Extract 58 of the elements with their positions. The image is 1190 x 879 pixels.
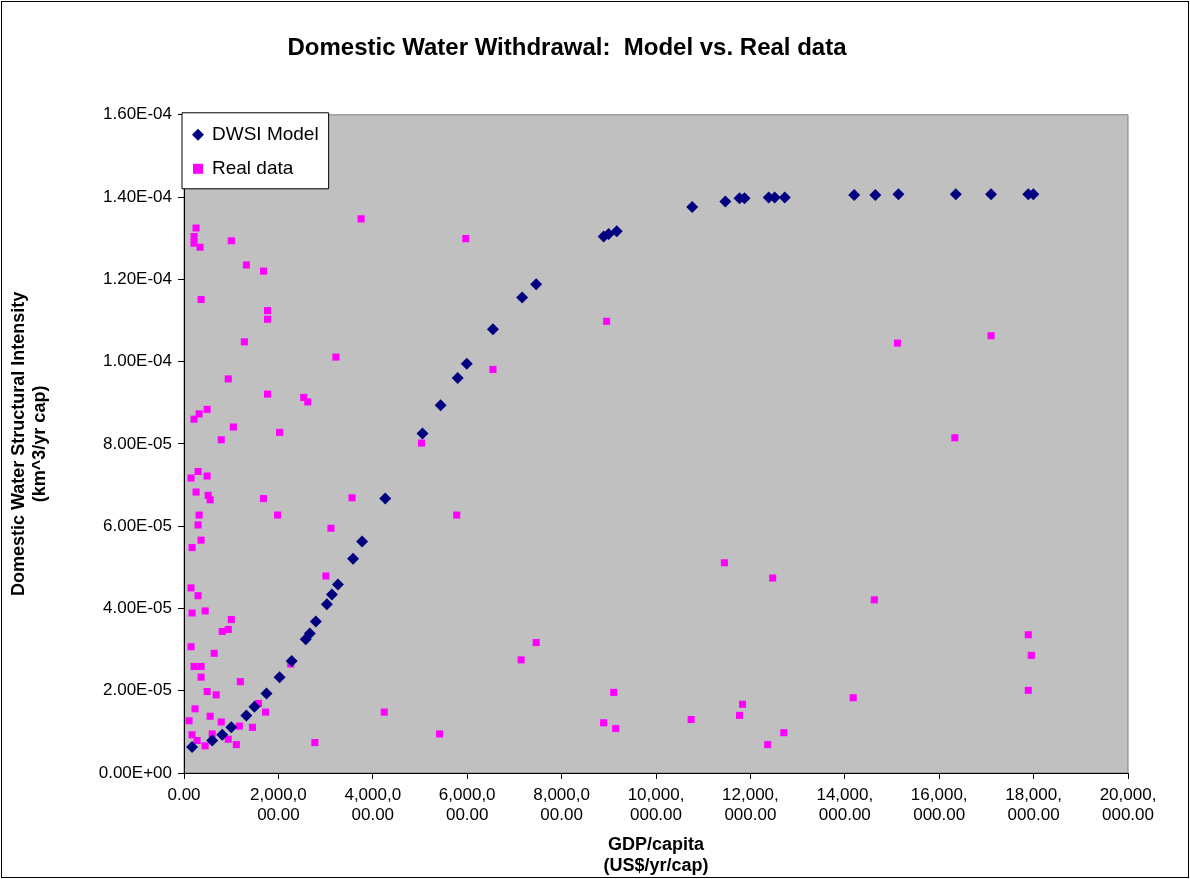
point [949,188,962,201]
x-tick-label: 6,000,000.00 [438,784,496,825]
point [530,278,543,291]
legend-label: Real data [212,157,294,179]
point [610,225,623,238]
x-tick-label: 0.00 [167,784,201,804]
point [216,728,229,741]
x-tick-label: 8,000,000.00 [533,784,590,825]
point [240,709,253,722]
y-tick-label: 8.00E-05 [103,433,172,453]
point [331,578,344,591]
legend-label: DWSI Model [212,123,319,145]
x-tick-label: 2,000,000.00 [250,784,307,825]
point [248,700,261,713]
point [686,200,699,213]
y-tick-label: 4.00E-05 [103,598,172,618]
point [206,734,219,747]
point [225,721,238,734]
point [260,687,273,700]
x-axis-title: GDP/capita (US$/yr/cap) [603,833,709,876]
point [869,189,882,202]
y-tick-label: 0.00E+00 [98,762,172,782]
point [516,291,529,304]
chart-title: Domestic Water Withdrawal: Model vs. Real data [287,33,848,61]
y-tick-label: 1.60E-04 [103,104,172,124]
y-tick-label: 1.40E-04 [103,186,172,206]
x-tick-label: 20,000,000.00 [1099,784,1157,825]
point [325,588,338,601]
x-tick-label: 16,000,000.00 [910,784,968,825]
x-tick-label: 18,000,000.00 [1005,784,1062,825]
point [309,615,322,628]
point [416,427,429,440]
y-tick-label: 6.00E-05 [103,515,172,535]
point [285,655,298,668]
point [719,195,732,208]
y-tick-label: 1.20E-04 [103,269,172,289]
point [848,189,861,202]
point [985,188,998,201]
point [486,323,499,336]
point [451,372,464,385]
point [460,357,473,370]
point [347,552,360,565]
point [434,399,447,412]
x-tick-label: 14,000,000.00 [816,784,874,825]
x-tick-label: 12,000,000.00 [722,784,779,825]
point [186,741,199,754]
y-tick-label: 2.00E-05 [103,680,172,700]
point [379,492,392,505]
point [778,191,791,204]
point [892,188,905,201]
point [273,671,286,684]
x-tick-label: 10,000,000.00 [627,784,685,825]
y-axis-title: Domestic Water Structural Intensity (km^3/yr cap) [7,291,50,597]
point [320,598,333,611]
y-tick-label: 1.00E-04 [103,351,172,371]
point [303,627,316,640]
point [356,535,369,548]
x-tick-label: 4,000,000.00 [344,784,402,825]
